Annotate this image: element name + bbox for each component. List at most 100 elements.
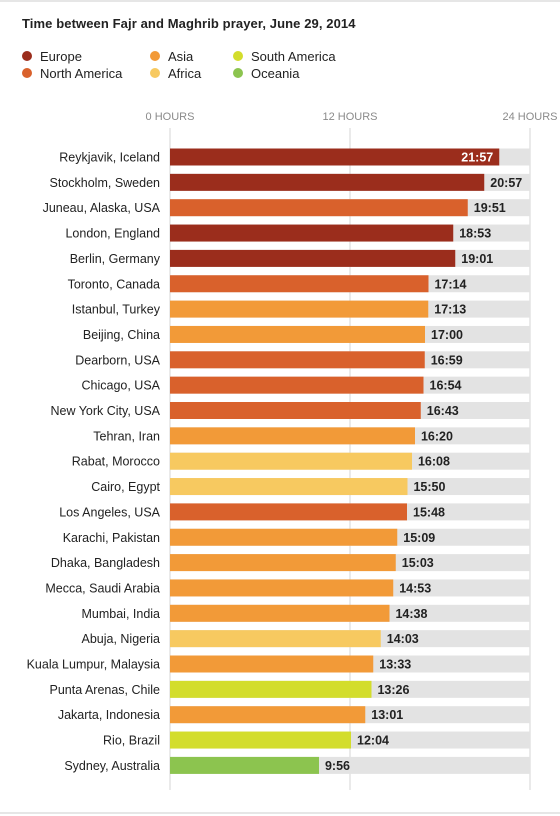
value-label: 15:09: [403, 531, 435, 545]
category-label: Dhaka, Bangladesh: [51, 556, 160, 570]
legend-swatch: [233, 51, 243, 61]
category-label: Karachi, Pakistan: [63, 531, 160, 545]
legend: Europe North America Asia Africa South Ameri…: [0, 0, 560, 90]
category-label: London, England: [65, 227, 160, 241]
value-label: 16:54: [430, 379, 462, 393]
bar: [170, 630, 381, 648]
value-label: 15:03: [402, 556, 434, 570]
bar: [170, 554, 396, 572]
category-label: Cairo, Egypt: [91, 480, 160, 494]
category-label: Rio, Brazil: [103, 734, 160, 748]
value-label: 13:33: [379, 658, 411, 672]
value-label: 14:03: [387, 632, 419, 646]
category-label: Dearborn, USA: [75, 353, 160, 367]
value-label: 9:56: [325, 759, 350, 773]
value-label: 20:57: [490, 176, 522, 190]
bottom-rule: [0, 812, 560, 814]
x-tick-label: 12 HOURS: [322, 111, 377, 123]
legend-swatch: [150, 68, 160, 78]
value-label: 16:59: [431, 353, 463, 367]
bar: [170, 148, 500, 166]
top-rule: [0, 0, 560, 2]
value-label: 17:13: [434, 303, 466, 317]
value-label: 17:00: [431, 328, 463, 342]
legend-swatch: [22, 68, 32, 78]
category-label: Rabat, Morocco: [72, 455, 160, 469]
value-label: 16:20: [421, 429, 453, 443]
bar: [170, 655, 374, 673]
x-tick-label: 24 HOURS: [502, 111, 557, 123]
bar: [170, 503, 407, 521]
legend-item-south-america: South America: [233, 48, 336, 64]
bar: [170, 427, 415, 445]
bar: [170, 604, 390, 622]
value-label: 16:43: [427, 404, 459, 418]
category-label: Mecca, Saudi Arabia: [45, 581, 160, 595]
category-label: Stockholm, Sweden: [50, 176, 161, 190]
x-tick-label: 0 HOURS: [146, 111, 195, 123]
category-label: Los Angeles, USA: [59, 505, 160, 519]
value-label: 21:57: [461, 151, 493, 165]
value-label: 15:48: [413, 505, 445, 519]
value-label: 13:01: [371, 708, 403, 722]
category-label: Abuja, Nigeria: [81, 632, 160, 646]
bar: [170, 199, 468, 217]
legend-item-africa: Africa: [150, 65, 201, 81]
value-label: 14:53: [399, 581, 431, 595]
legend-swatch: [22, 51, 32, 61]
value-label: 15:50: [413, 480, 445, 494]
legend-swatch: [233, 68, 243, 78]
bar: [170, 452, 412, 470]
bar: [170, 402, 421, 419]
category-label: New York City, USA: [50, 404, 160, 418]
legend-label: Asia: [168, 48, 194, 64]
category-label: Berlin, Germany: [70, 252, 161, 266]
bar: [170, 731, 352, 749]
value-label: 19:01: [461, 252, 493, 266]
category-label: Sydney, Australia: [64, 759, 160, 773]
legend-label: Europe: [40, 48, 82, 64]
legend-label: Africa: [168, 65, 202, 81]
value-label: 12:04: [357, 734, 389, 748]
legend-label: North America: [40, 65, 123, 81]
bar: [170, 351, 425, 369]
category-label: Juneau, Alaska, USA: [43, 201, 161, 215]
value-label: 19:51: [474, 201, 506, 215]
category-label: Jakarta, Indonesia: [58, 708, 160, 722]
legend-item-asia: Asia: [150, 48, 193, 64]
category-label: Tehran, Iran: [93, 429, 160, 443]
legend-item-europe: Europe: [22, 48, 82, 64]
category-label: Reykjavik, Iceland: [59, 151, 160, 165]
bar: [170, 680, 372, 698]
value-label: 14:38: [395, 607, 427, 621]
legend-item-north-america: North America: [22, 65, 122, 81]
category-label: Istanbul, Turkey: [72, 303, 161, 317]
value-label: 16:08: [418, 455, 450, 469]
category-label: Toronto, Canada: [68, 277, 160, 291]
category-label: Kuala Lumpur, Malaysia: [27, 658, 160, 672]
category-label: Beijing, China: [83, 328, 160, 342]
bar: [170, 173, 485, 191]
bar: [170, 376, 424, 394]
bar: [170, 528, 398, 546]
value-label: 13:26: [377, 683, 409, 697]
chart-title: Time between Fajr and Maghrib prayer, Ju…: [22, 16, 356, 31]
bar: [170, 249, 456, 267]
bar: [170, 756, 319, 774]
bar: [170, 224, 454, 242]
legend-label: South America: [251, 48, 336, 64]
bar: [170, 300, 429, 318]
legend-item-oceania: Oceania: [233, 65, 299, 81]
value-label: 17:14: [434, 277, 466, 291]
category-label: Punta Arenas, Chile: [50, 683, 161, 697]
bar: [170, 579, 394, 597]
bar: [170, 325, 425, 343]
bar: [170, 275, 429, 293]
bar: [170, 478, 408, 496]
value-label: 18:53: [459, 227, 491, 241]
legend-swatch: [150, 51, 160, 61]
legend-label: Oceania: [251, 65, 300, 81]
category-label: Mumbai, India: [81, 607, 160, 621]
bar: [170, 706, 366, 724]
